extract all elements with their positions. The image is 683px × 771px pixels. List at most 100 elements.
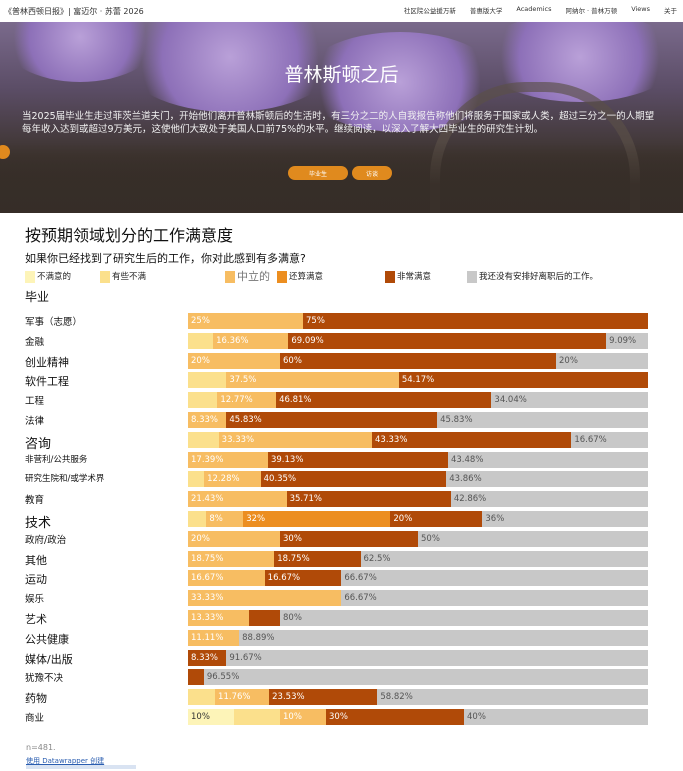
bar-segment <box>188 590 342 607</box>
bar-row: 37.5% 54.17% <box>188 372 648 389</box>
data-label: 16.67% <box>191 573 224 584</box>
data-label: 33.33% <box>221 434 255 445</box>
data-label: 45.83% <box>229 415 262 425</box>
nav-item[interactable]: Views <box>631 5 650 13</box>
nav-item[interactable]: 阿纳尔 · 普林万顿 <box>565 7 618 15</box>
bar-row: 96.55% <box>188 669 648 686</box>
bar-row: 20% 60% 20% <box>188 352 648 369</box>
category-label: 非营利/公共服务 <box>25 454 88 465</box>
bar-segment <box>188 530 280 547</box>
bar-segment <box>188 550 275 567</box>
data-label: 43.33% <box>375 434 408 445</box>
data-label: 91.67% <box>229 652 262 663</box>
category-label: 娱乐 <box>25 594 45 606</box>
sample-size-note: n=481. <box>26 743 56 752</box>
data-label: 33.33% <box>191 593 224 604</box>
data-label: 21.43% <box>191 494 224 505</box>
bar-segment <box>188 629 240 646</box>
data-label: 23.53% <box>272 692 305 703</box>
bar-segment <box>188 649 227 666</box>
previous-arrow-icon[interactable] <box>0 145 10 159</box>
bar-row: 12.77% 46.81% 34.04% <box>188 392 648 409</box>
chart-title: 按预期领域划分的工作满意度 <box>25 226 234 245</box>
bar-segment <box>280 530 418 547</box>
data-label: 50% <box>421 533 440 544</box>
data-label: 8.33% <box>191 415 219 425</box>
nav-item[interactable]: 关于 <box>664 7 677 15</box>
legend-swatch <box>100 271 110 283</box>
legend-item: 有些不满 <box>100 271 146 283</box>
data-label: 20% <box>559 355 578 366</box>
legend-label: 中立的 <box>237 270 270 283</box>
bar-segment <box>464 709 648 725</box>
legend-label: 不满意的 <box>37 272 72 282</box>
bar-row: 10% 10% 30% 40% <box>188 709 648 725</box>
bar-segment <box>360 550 648 567</box>
nav-item[interactable]: 社区院公益援万新 <box>403 7 456 15</box>
category-label: 运动 <box>25 573 47 587</box>
bar-segment <box>264 570 342 587</box>
legend-swatch <box>277 271 287 283</box>
data-label: 34.04% <box>494 395 527 406</box>
bar-row: 33.33% 43.33% 16.67% <box>188 431 648 448</box>
bar-segment <box>267 451 448 468</box>
bar-segment <box>188 352 280 369</box>
data-label: 62.5% <box>363 553 391 564</box>
data-label: 69.09% <box>291 335 324 346</box>
data-label: 60% <box>283 355 302 366</box>
bar-segment <box>450 491 648 508</box>
category-label: 创业精神 <box>25 355 69 369</box>
interviews-button[interactable]: 访谈 <box>352 166 392 180</box>
bar-segment <box>188 412 227 428</box>
bar-segment <box>188 471 205 488</box>
nav-item[interactable]: 普惠版大学 <box>469 7 503 15</box>
footer-bar <box>26 765 136 769</box>
data-label: 96.55% <box>206 672 240 683</box>
bar-segment <box>286 491 451 508</box>
data-label: 30% <box>329 712 348 722</box>
chart-subtitle: 如果你已经找到了研究生后的工作，你对此感到有多满意? <box>25 252 306 265</box>
graduates-button[interactable]: 毕业生 <box>288 166 348 180</box>
data-label: 18.75% <box>277 553 310 564</box>
legend-item: 还算满意 <box>277 271 323 283</box>
bar-segment <box>341 590 648 607</box>
category-label: 药物 <box>25 692 47 706</box>
data-label: 43.48% <box>450 454 484 465</box>
nav-item[interactable]: Academics <box>516 5 552 13</box>
bar-segment <box>204 471 261 488</box>
bar-segment <box>260 471 447 488</box>
data-label: 75% <box>306 316 325 326</box>
bar-segment <box>188 709 234 725</box>
bar-segment <box>341 570 649 587</box>
data-label: 80% <box>283 613 302 623</box>
bar-segment <box>188 491 287 508</box>
data-label: 45.83% <box>440 415 473 425</box>
category-header: 毕业 <box>25 290 50 304</box>
hero-banner: 普林斯顿之后 当2025届毕业生走过菲茨兰道夫门，开始他们离开普林斯顿后的生活时… <box>0 22 683 213</box>
data-label: 8.33% <box>191 652 219 663</box>
bar-segment <box>213 332 289 349</box>
bar-row: 12.28% 40.35% 43.86% <box>188 471 648 488</box>
data-label: 18.75% <box>191 553 224 564</box>
data-label: 12.28% <box>207 474 240 485</box>
bar-row: 8% 32% 20% 36% <box>188 511 648 527</box>
site-name[interactable]: 《普林西顿日报》| 富迈尔 · 苏蕾 2026 <box>4 7 144 16</box>
bar-segment <box>276 392 492 409</box>
bar-row: 21.43% 35.71% 42.86% <box>188 491 648 508</box>
category-label: 教育 <box>25 495 45 507</box>
legend-item: 不满意的 <box>25 271 71 283</box>
data-label: 12.77% <box>220 395 253 406</box>
bar-row: 8.33% 91.67% <box>188 649 648 666</box>
data-label: 20% <box>393 514 413 524</box>
bar-row: 16.36% 69.09% 9.09% <box>188 332 648 349</box>
legend-swatch <box>25 271 35 283</box>
bar-segment <box>280 610 648 626</box>
bar-segment <box>606 332 648 349</box>
bar-segment <box>288 332 607 349</box>
data-label: 30% <box>283 533 302 544</box>
bar-segment <box>447 451 648 468</box>
category-label: 法律 <box>25 416 45 427</box>
data-label: 25% <box>191 316 210 326</box>
datawrapper-credit-link[interactable]: 使用 Datawrapper 创建 <box>26 757 105 765</box>
category-label: 公共健康 <box>25 632 69 646</box>
